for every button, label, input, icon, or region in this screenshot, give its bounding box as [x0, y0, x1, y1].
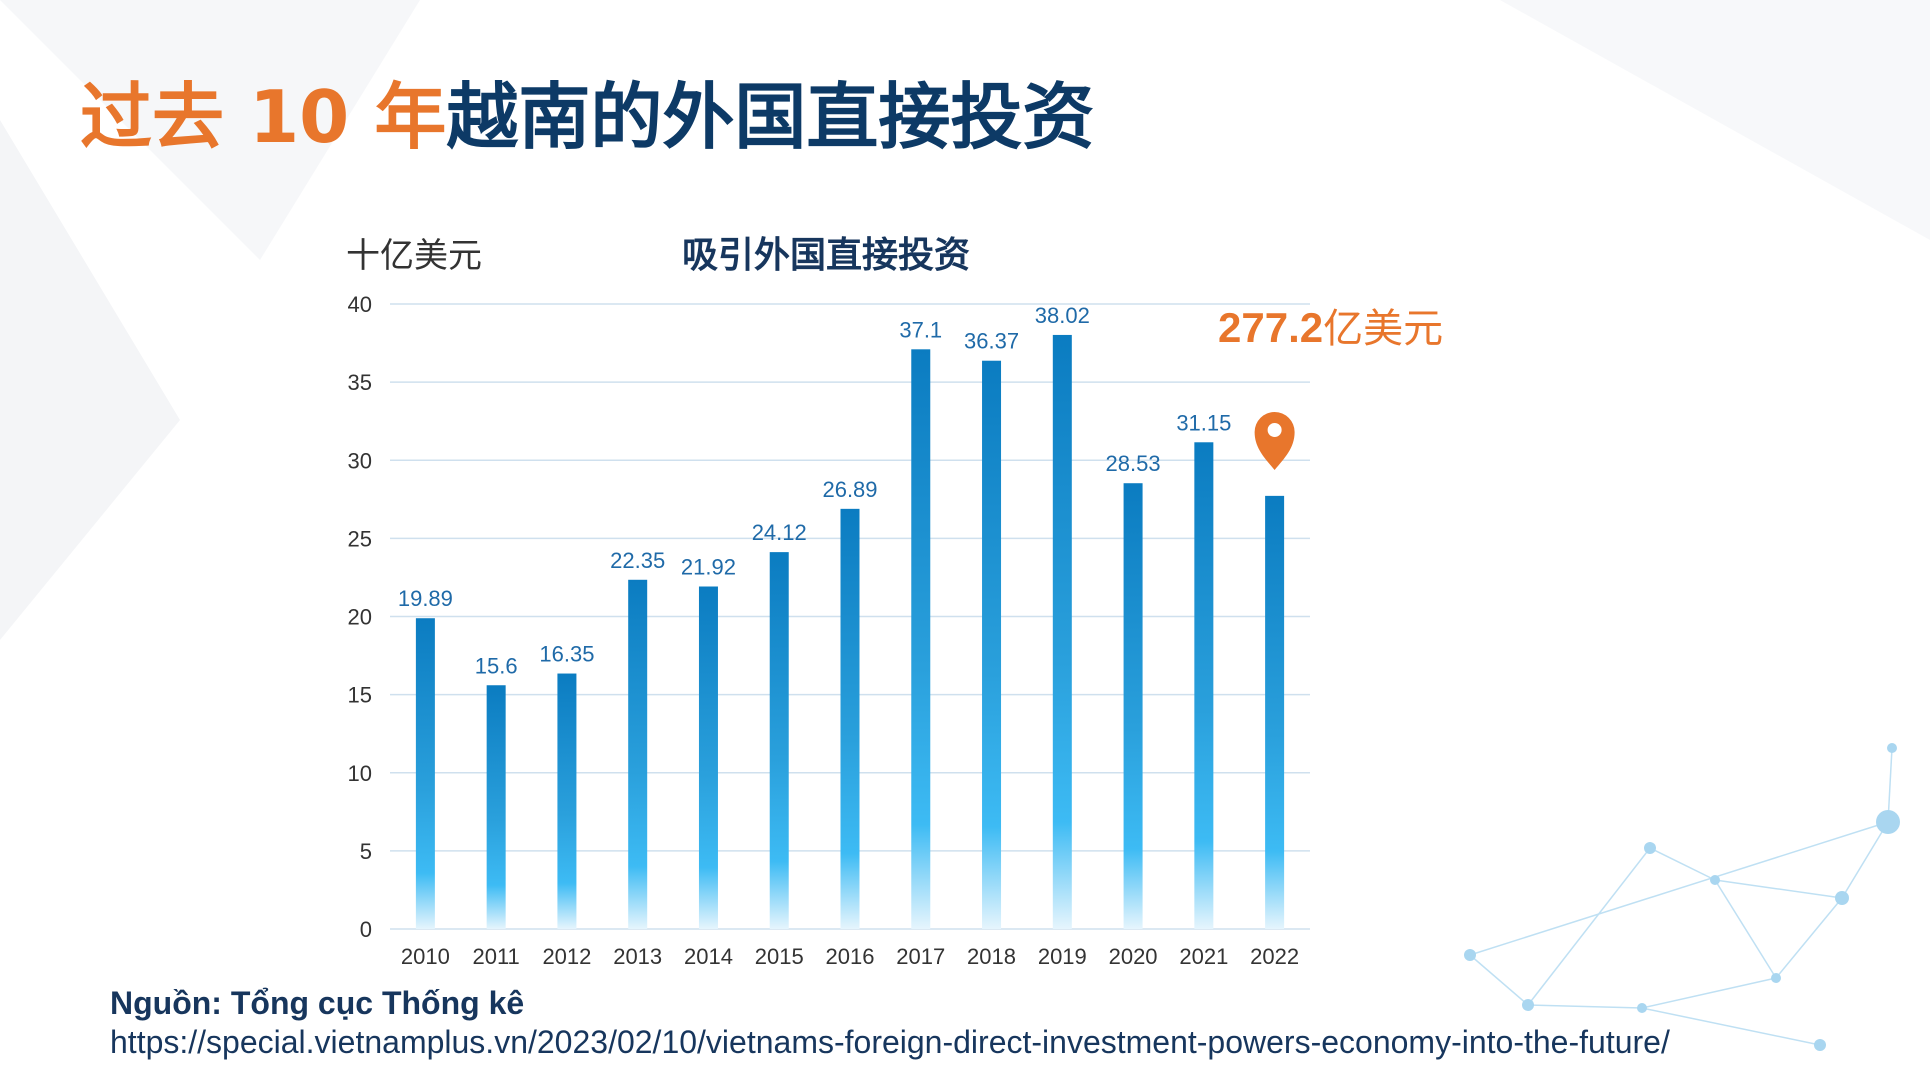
data-label-2014: 21.92	[681, 555, 736, 580]
source-label: Nguồn: Tổng cục Thống kê	[110, 985, 525, 1021]
total-callout: 277.2亿美元	[1218, 296, 1443, 354]
y-tick-label: 35	[348, 370, 372, 395]
data-label-2019: 38.02	[1035, 303, 1090, 328]
data-label-2017: 37.1	[899, 317, 942, 342]
data-label-2021: 31.15	[1176, 410, 1231, 435]
data-label-2013: 22.35	[610, 548, 665, 573]
data-label-2015: 24.12	[752, 520, 807, 545]
bar-2020	[1123, 483, 1143, 929]
bar-2014	[698, 586, 718, 929]
bar-2022	[1265, 495, 1285, 929]
bar-2016	[840, 508, 860, 929]
data-label-2012: 16.35	[539, 642, 594, 667]
y-tick-label: 25	[348, 526, 372, 551]
y-tick-label: 10	[348, 761, 372, 786]
y-tick-label: 5	[360, 839, 372, 864]
y-tick-label: 40	[348, 292, 372, 317]
bar-2015	[769, 552, 789, 929]
x-tick-label: 2021	[1179, 944, 1228, 969]
data-label-2020: 28.53	[1106, 451, 1161, 476]
bar-2010	[415, 618, 435, 929]
callout-value: 277.2	[1218, 304, 1324, 351]
chart-title: 吸引外国直接投资	[682, 235, 971, 276]
x-tick-label: 2015	[755, 944, 804, 969]
x-tick-label: 2020	[1109, 944, 1158, 969]
y-tick-label: 20	[348, 605, 372, 630]
bar-2021	[1194, 442, 1214, 929]
bar-2011	[486, 685, 506, 929]
bar-2018	[982, 360, 1002, 929]
y-tick-label: 0	[360, 917, 372, 942]
bar-2013	[628, 579, 648, 929]
x-tick-label: 2012	[542, 944, 591, 969]
data-label-2010: 19.89	[398, 586, 453, 611]
x-tick-label: 2013	[613, 944, 662, 969]
bar-2012	[557, 673, 577, 929]
x-tick-label: 2017	[896, 944, 945, 969]
x-tick-label: 2018	[967, 944, 1016, 969]
data-label-2011: 15.6	[475, 653, 518, 678]
x-tick-label: 2014	[684, 944, 733, 969]
y-tick-label: 30	[348, 448, 372, 473]
x-tick-label: 2010	[401, 944, 450, 969]
source-url: https://special.vietnamplus.vn/2023/02/1…	[110, 1024, 1670, 1060]
map-pin-icon	[1254, 412, 1295, 470]
y-axis-unit-label: 十亿美元	[346, 236, 482, 276]
bar-2019	[1052, 334, 1072, 929]
x-tick-label: 2016	[826, 944, 875, 969]
page-title: 过去 10 年越南的外国直接投资	[80, 72, 1094, 162]
page-title-accent: 过去 10 年	[80, 75, 447, 159]
data-label-2018: 36.37	[964, 329, 1019, 354]
y-tick-label: 15	[348, 683, 372, 708]
x-tick-label: 2019	[1038, 944, 1087, 969]
callout-unit: 亿美元	[1323, 306, 1444, 352]
page-title-main: 越南的外国直接投资	[446, 75, 1095, 159]
x-tick-label: 2022	[1250, 944, 1299, 969]
x-tick-label: 2011	[472, 944, 519, 969]
bar-2017	[911, 349, 931, 929]
data-label-2016: 26.89	[822, 477, 877, 502]
